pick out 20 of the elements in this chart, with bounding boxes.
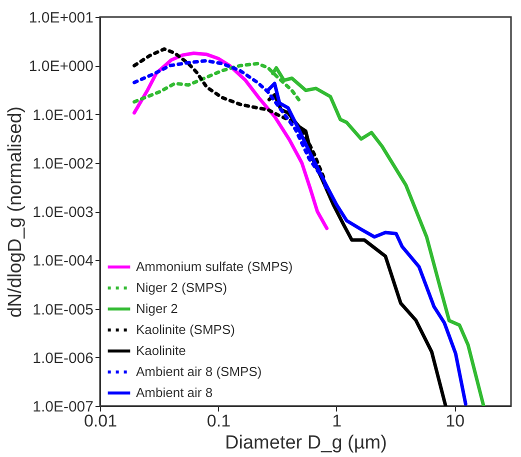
y-tick-label: 1.0E+000: [28, 58, 94, 76]
legend-label: Ambient air 8: [136, 385, 213, 400]
legend-label: Niger 2: [136, 301, 178, 316]
legend-label: Niger 2 (SMPS): [136, 280, 228, 295]
y-tick-label: 1.0E-003: [32, 204, 94, 221]
x-tick-label: 10: [446, 412, 465, 430]
y-tick-label: 1.0E-006: [32, 350, 94, 367]
y-tick-label: 1.0E-002: [32, 155, 94, 172]
y-tick-label: 1.0E+001: [28, 10, 94, 26]
legend-label: Ambient air 8 (SMPS): [136, 364, 262, 379]
legend-label: Kaolinite (SMPS): [136, 322, 235, 337]
y-tick-label: 1.0E-004: [32, 252, 94, 270]
y-tick-label: 1.0E-001: [32, 106, 94, 124]
x-axis-title: Diameter D_g (µm): [225, 432, 387, 454]
x-tick-label: 0.1: [206, 412, 231, 430]
x-tick-label: 1: [332, 412, 342, 430]
y-axis-title: dN/dlogD_g (normalised): [4, 106, 26, 318]
legend-label: Ammonium sulfate (SMPS): [136, 259, 293, 274]
legend-label: Kaolinite: [136, 343, 186, 358]
y-tick-label: 1.0E-005: [32, 301, 94, 318]
